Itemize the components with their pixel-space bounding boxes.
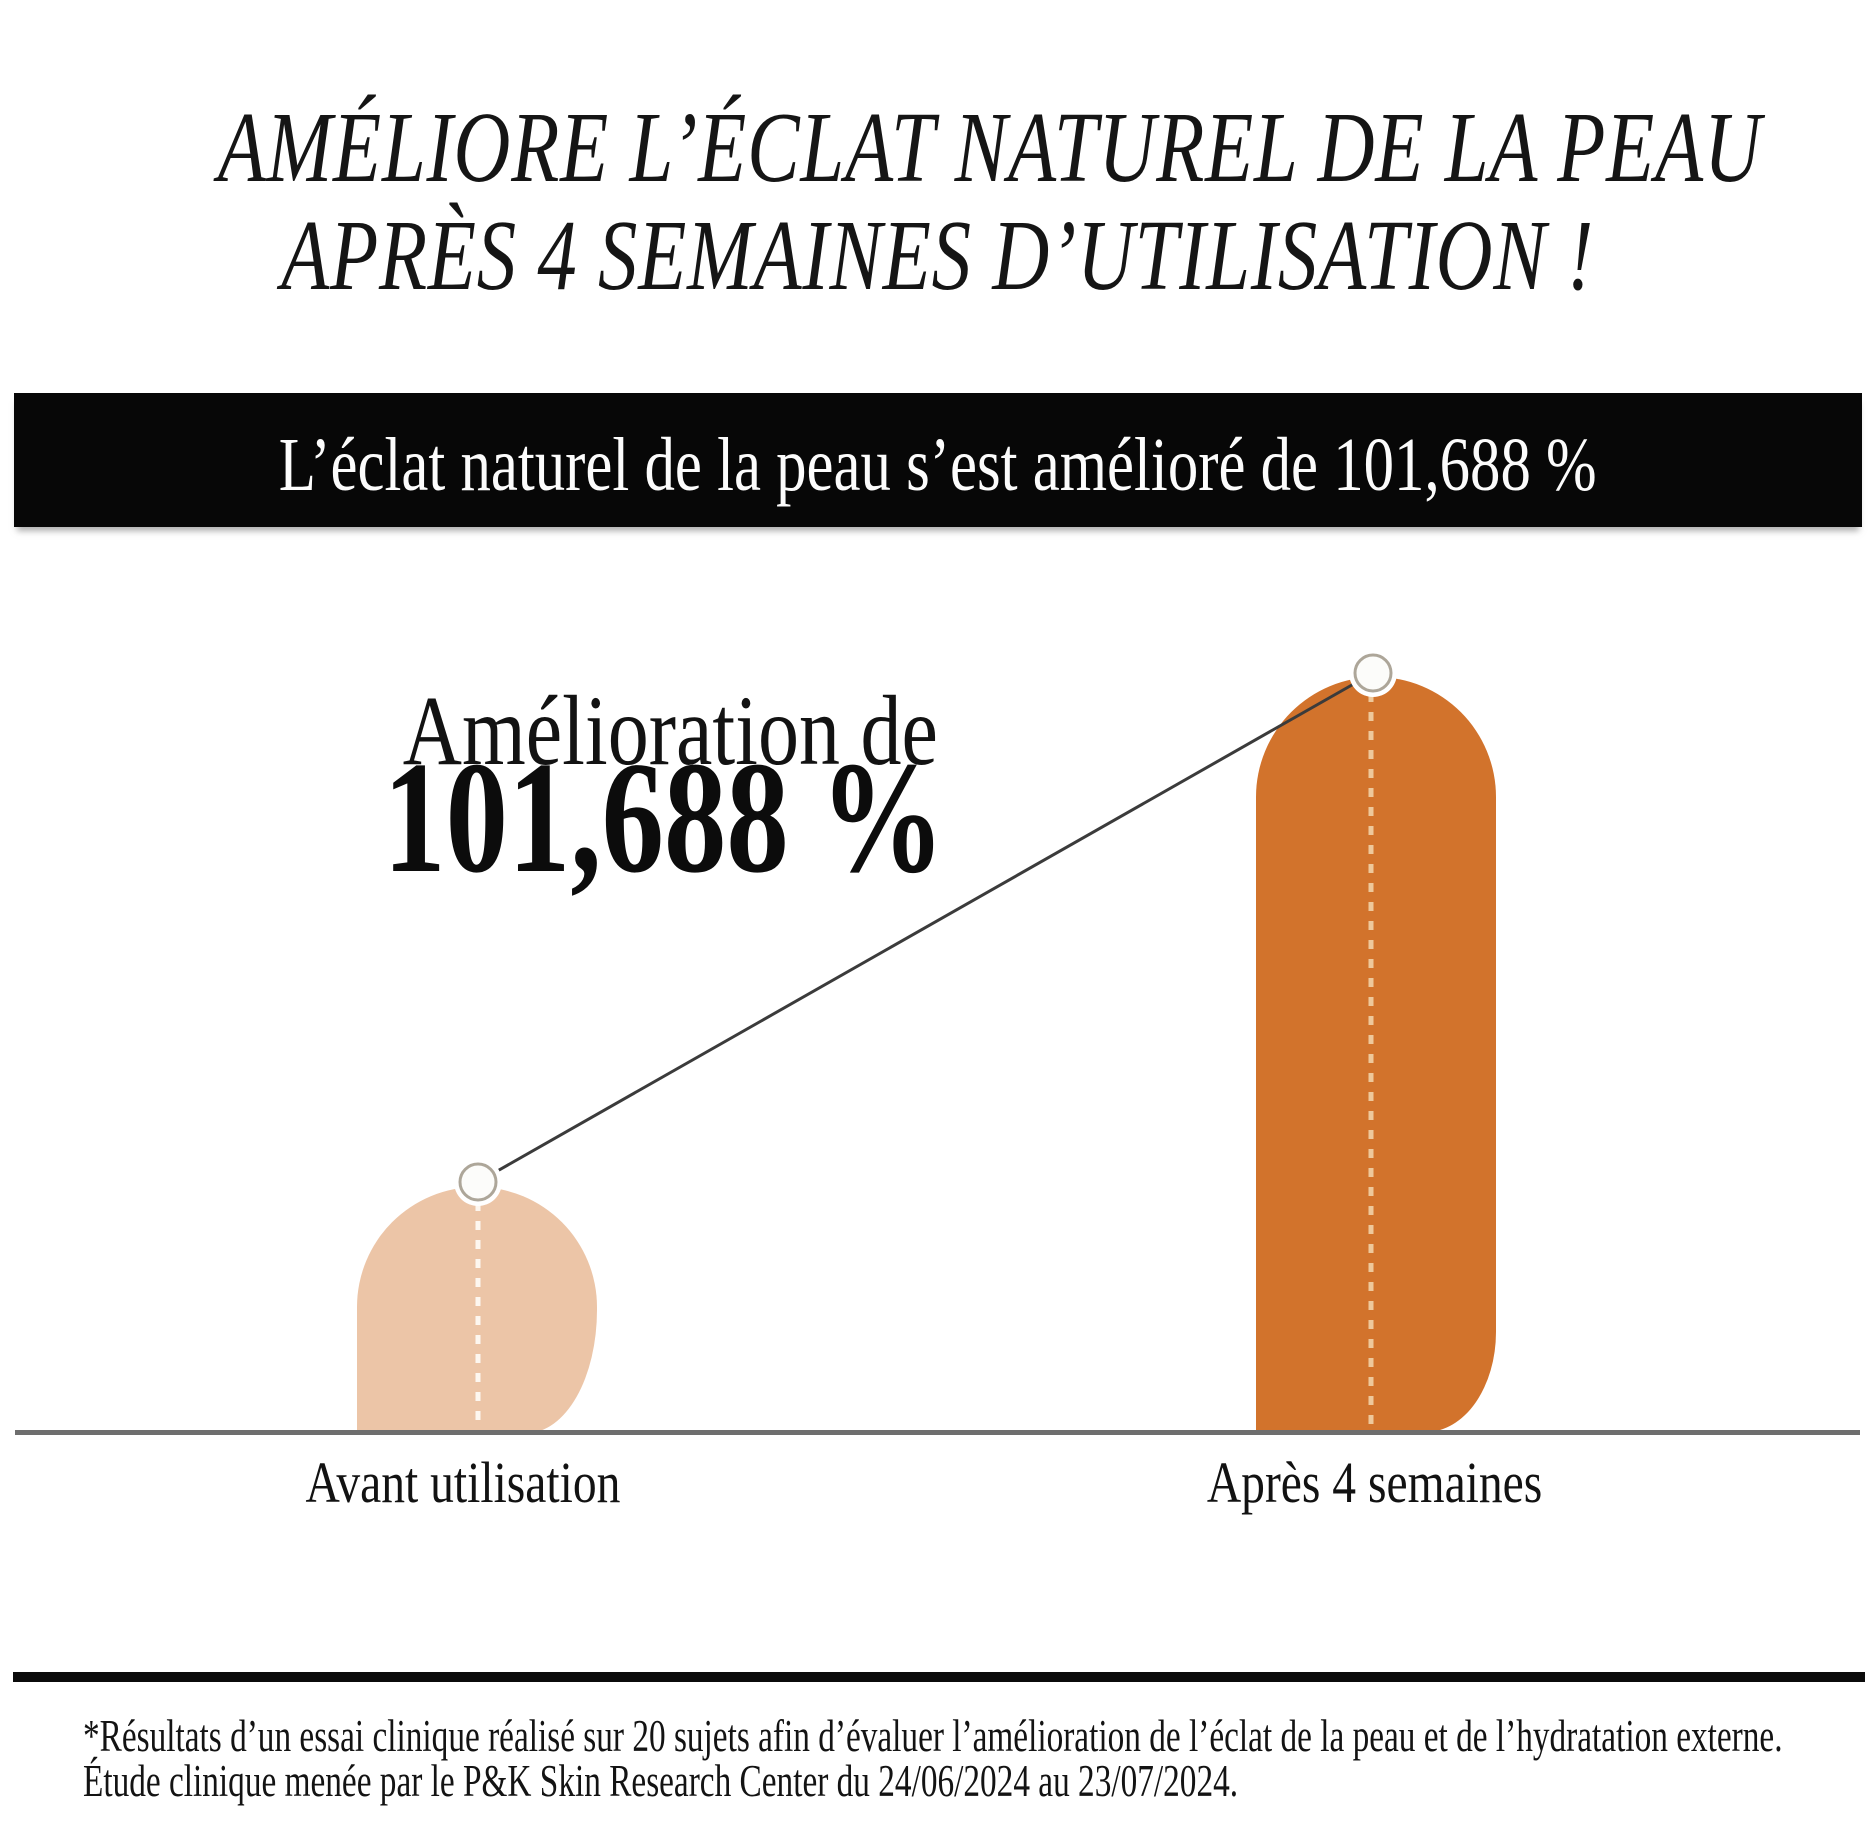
x-label-before-text: Avant utilisation bbox=[305, 1450, 621, 1515]
highlight-banner: L’éclat naturel de la peau s’est amélior… bbox=[14, 393, 1862, 527]
x-label-after: Après 4 semaines bbox=[1075, 1453, 1675, 1513]
x-label-before: Avant utilisation bbox=[163, 1453, 763, 1513]
page-title-line-2-text: APRÈS 4 SEMAINES D’UTILISATION ! bbox=[281, 199, 1594, 311]
improvement-annotation-value-text: 101,688 % bbox=[383, 728, 945, 906]
footer-divider bbox=[13, 1672, 1865, 1682]
footnote-line-2: Étude clinique menée par le P&K Skin Res… bbox=[83, 1756, 1239, 1806]
improvement-annotation-value: 101,688 % bbox=[264, 737, 1064, 897]
x-label-after-text: Après 4 semaines bbox=[1207, 1450, 1543, 1515]
page-title-line-1-text: AMÉLIORE L’ÉCLAT NATUREL DE LA PEAU bbox=[217, 91, 1762, 203]
x-axis-baseline bbox=[15, 1430, 1860, 1435]
page-title-line-2: APRÈS 4 SEMAINES D’UTILISATION ! bbox=[0, 201, 1875, 309]
footnote-line-1: *Résultats d’un essai clinique réalisé s… bbox=[83, 1711, 1783, 1761]
page-title-line-1: AMÉLIORE L’ÉCLAT NATUREL DE LA PEAU bbox=[0, 93, 1875, 201]
footnote: *Résultats d’un essai clinique réalisé s… bbox=[83, 1714, 1783, 1804]
bar-after bbox=[1256, 677, 1496, 1432]
banner-text: L’éclat naturel de la peau s’est amélior… bbox=[279, 422, 1597, 507]
bar-before bbox=[357, 1187, 597, 1433]
page-title: AMÉLIORE L’ÉCLAT NATUREL DE LA PEAU APRÈ… bbox=[0, 93, 1875, 309]
